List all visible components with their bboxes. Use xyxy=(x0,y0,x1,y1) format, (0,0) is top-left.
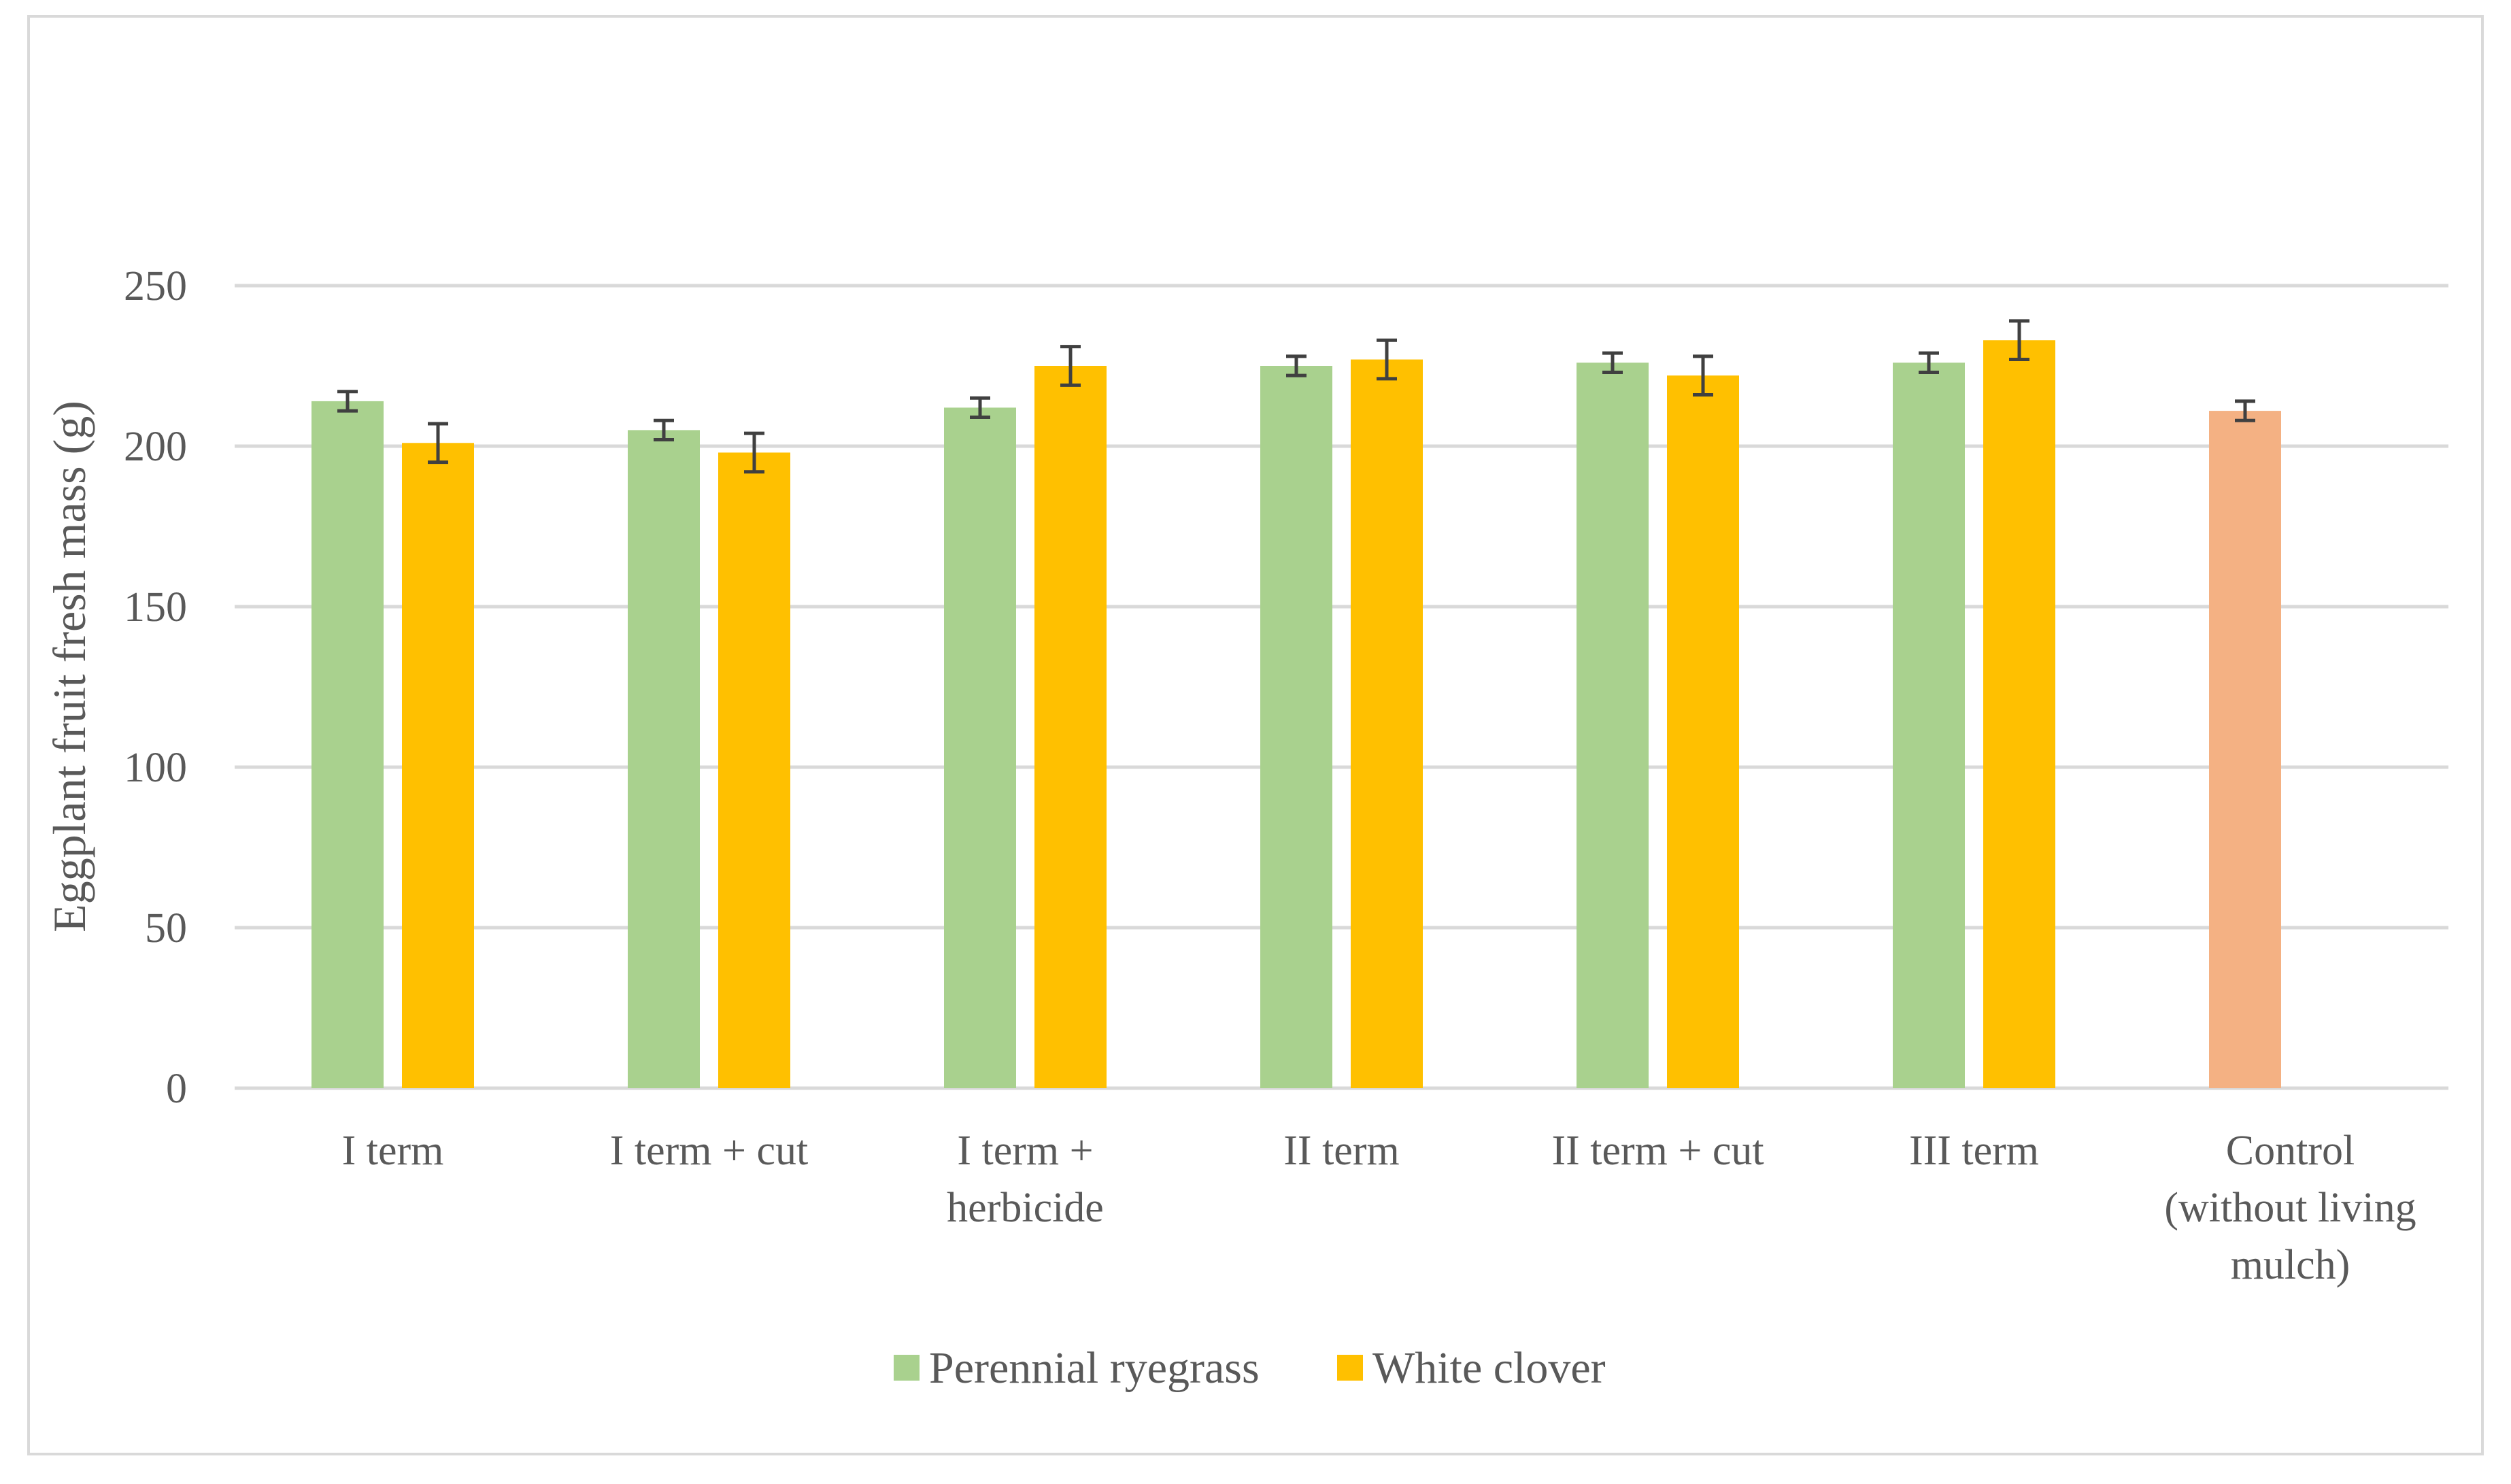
error-bar xyxy=(2235,399,2255,422)
legend-swatch xyxy=(894,1355,920,1381)
error-bar xyxy=(654,418,674,442)
x-tick-label: I term xyxy=(342,1128,444,1174)
y-axis-title: Eggplant fruit fresh mass (g) xyxy=(44,401,95,932)
error-bar xyxy=(744,431,764,474)
error-bar xyxy=(337,390,358,413)
x-tick-label: Control (without living mulch) xyxy=(2164,1128,2416,1288)
error-bar xyxy=(428,422,448,465)
y-tick-label: 0 xyxy=(166,1066,187,1112)
bars xyxy=(311,340,2281,1089)
gridlines xyxy=(235,284,2448,1090)
legend: Perennial ryegrass White clover xyxy=(894,1343,1606,1393)
bar-perennial-ryegrass xyxy=(1577,362,1649,1088)
x-tick-label: III term xyxy=(1909,1128,2039,1174)
y-tick-label: 100 xyxy=(124,745,187,791)
bar-white-clover xyxy=(1983,340,2055,1088)
error-bars xyxy=(337,319,2255,474)
error-bar xyxy=(1919,351,1939,374)
bar-white-clover xyxy=(1351,359,1423,1088)
error-bar xyxy=(970,396,990,420)
legend-label: Perennial ryegrass xyxy=(929,1343,1260,1393)
bar-perennial-ryegrass xyxy=(1260,366,1332,1088)
error-bar xyxy=(1377,338,1397,381)
error-bar xyxy=(1060,345,1081,387)
y-tick-label: 150 xyxy=(124,584,187,630)
chart-frame xyxy=(27,15,2484,1455)
error-bar xyxy=(1693,354,1713,397)
error-bar xyxy=(1602,351,1623,374)
y-tick-label: 50 xyxy=(145,905,187,951)
bar-white-clover xyxy=(402,443,474,1088)
error-bar xyxy=(1286,354,1307,377)
bar-perennial-ryegrass xyxy=(1893,362,1965,1088)
x-axis-labels: I term I term + cut I term + herbicide II te… xyxy=(342,1128,2416,1288)
y-tick-label: 200 xyxy=(124,424,187,470)
x-tick-label: II term + cut xyxy=(1551,1128,1764,1174)
x-tick-label: II term xyxy=(1283,1128,1399,1174)
bar-white-clover xyxy=(1667,375,1739,1089)
bar-perennial-ryegrass xyxy=(628,430,700,1088)
bar-perennial-ryegrass xyxy=(2209,411,2281,1088)
bar-perennial-ryegrass xyxy=(944,407,1016,1088)
error-bar xyxy=(2009,319,2029,362)
bar-perennial-ryegrass xyxy=(311,401,384,1088)
legend-swatch xyxy=(1337,1355,1363,1381)
bar-white-clover xyxy=(718,452,790,1088)
bar-white-clover xyxy=(1034,366,1107,1088)
y-tick-label: 250 xyxy=(124,263,187,309)
y-axis-ticks: 0 50 100 150 200 250 xyxy=(124,263,187,1112)
x-tick-label: I term + herbicide xyxy=(947,1128,1104,1231)
x-tick-label: I term + cut xyxy=(610,1128,808,1174)
legend-label: White clover xyxy=(1372,1343,1606,1393)
